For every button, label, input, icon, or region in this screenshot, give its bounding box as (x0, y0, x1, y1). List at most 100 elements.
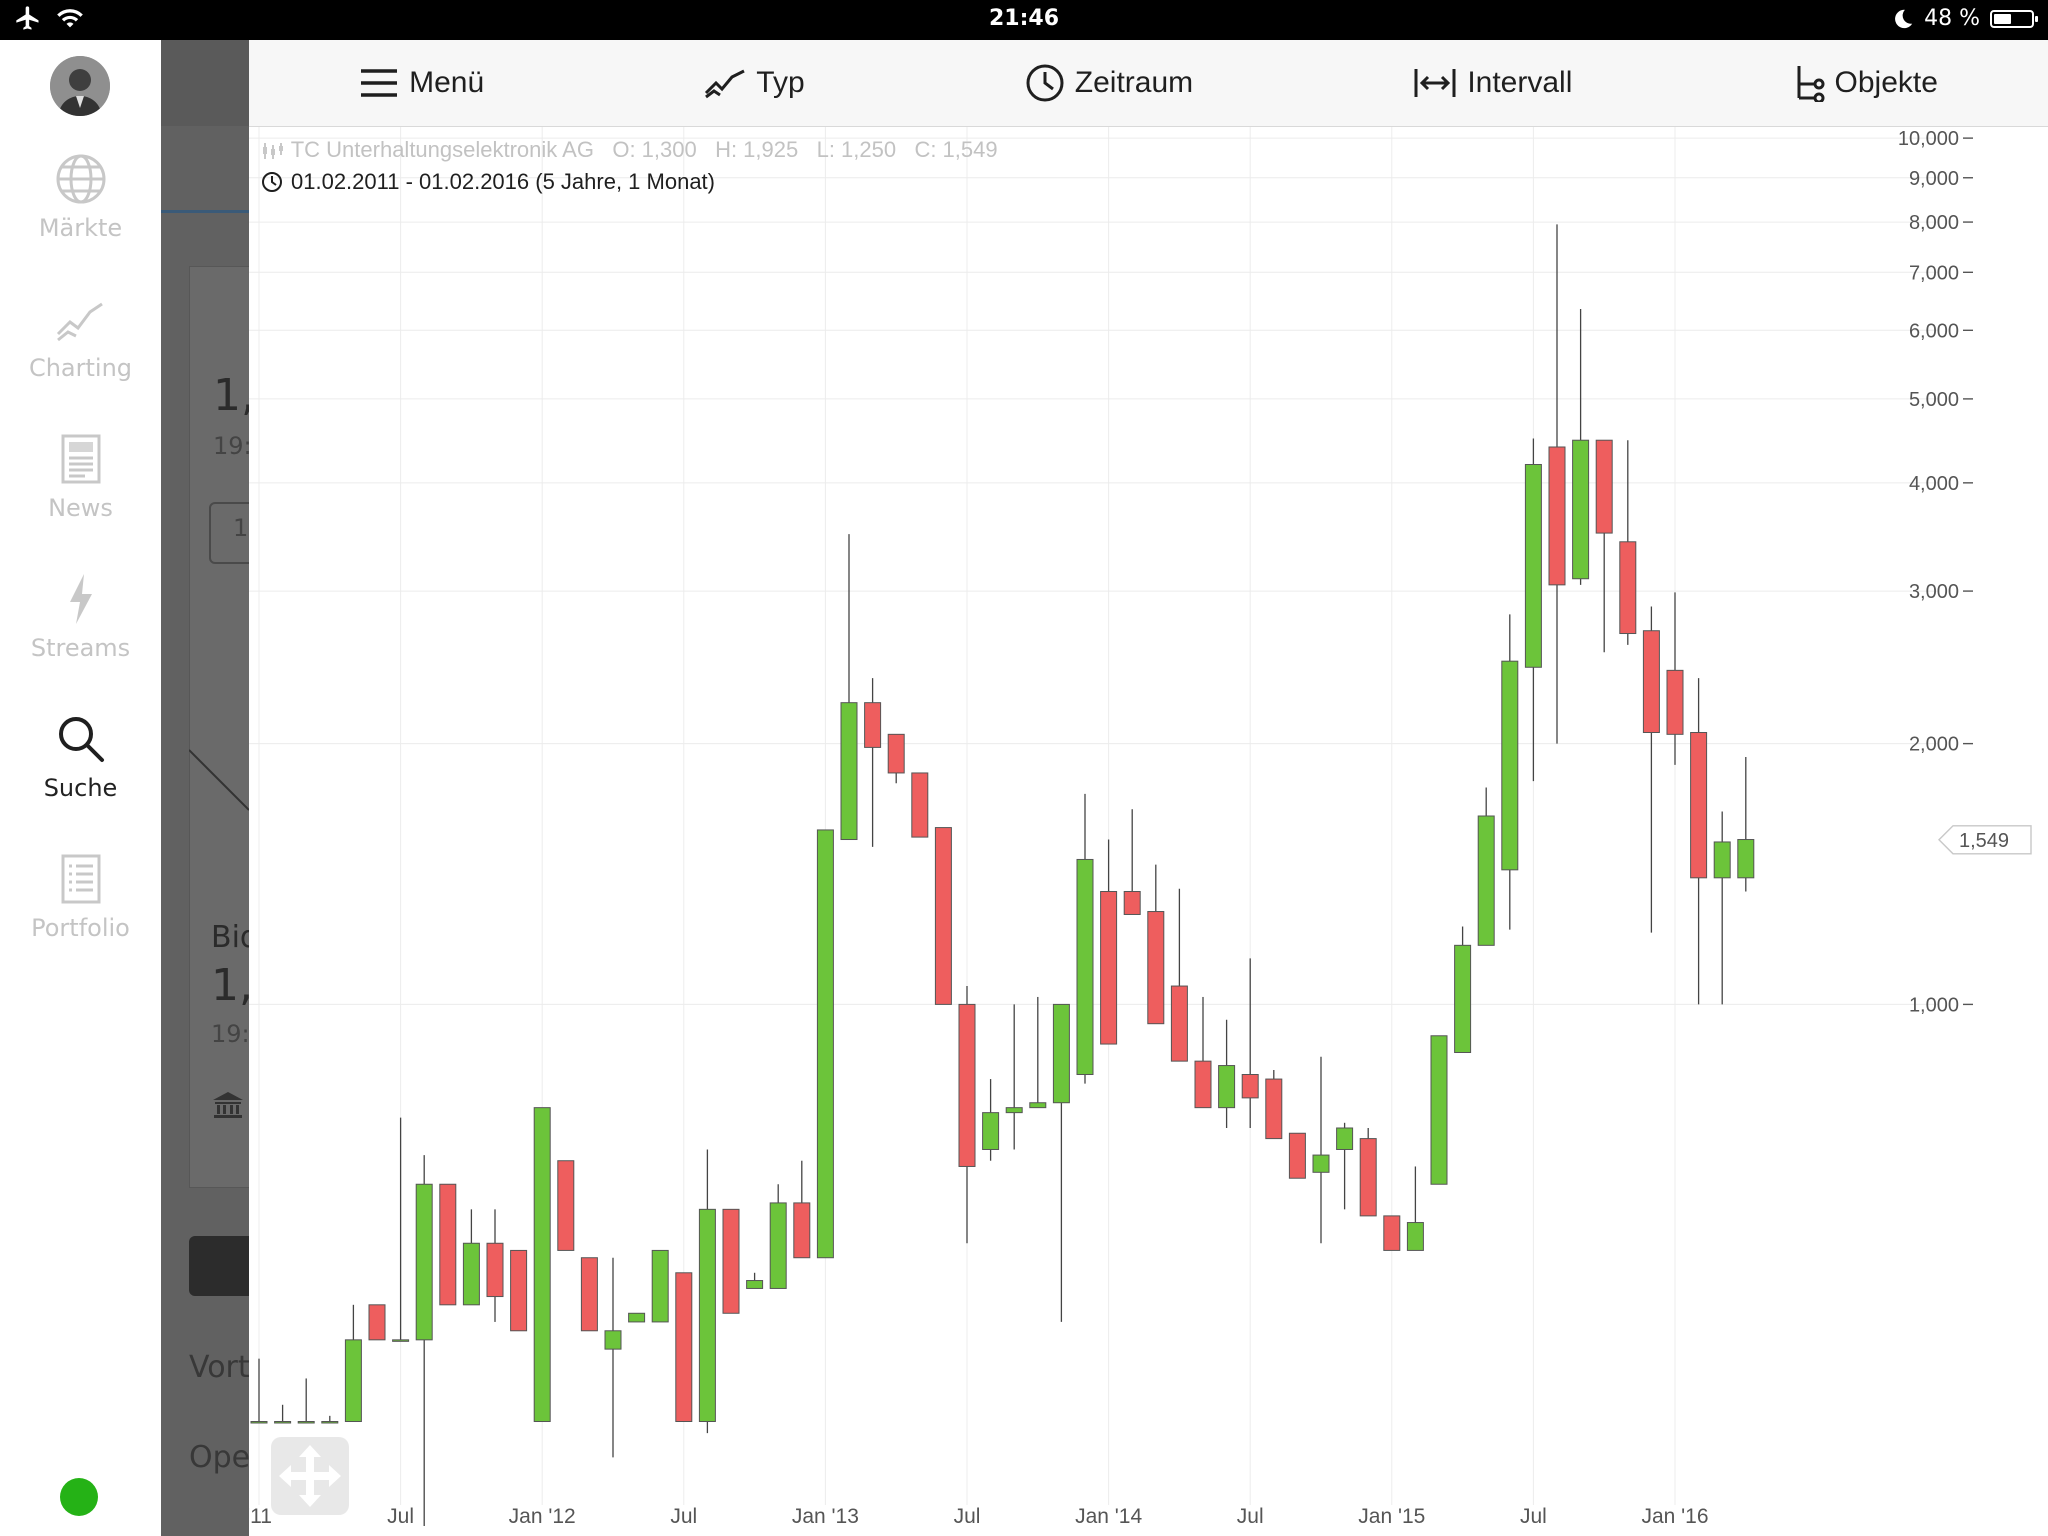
nav-label: Märkte (38, 214, 123, 242)
bg-bid-label: Bid (211, 920, 249, 955)
candle-body (746, 1280, 764, 1289)
candle-body (533, 1107, 551, 1423)
candle-body (1383, 1215, 1401, 1251)
bg-input-box (209, 502, 249, 564)
avatar[interactable] (50, 56, 110, 116)
clock-icon (1026, 64, 1064, 102)
interval-button[interactable]: Intervall (1413, 66, 1572, 100)
period-button[interactable]: Zeitraum (1025, 63, 1193, 103)
candle-body (675, 1272, 693, 1423)
candle-body (1241, 1074, 1259, 1099)
type-button[interactable]: Typ (704, 66, 805, 100)
candle-body (1572, 439, 1590, 580)
nav-item-streams[interactable]: Streams (0, 572, 161, 662)
candle-body (368, 1304, 386, 1341)
nav-item-suche[interactable]: Suche (0, 712, 161, 802)
candle-body (510, 1249, 528, 1332)
nav-label: Streams (30, 634, 131, 662)
y-tick-label: 8,000 (1909, 212, 1959, 234)
connection-status-dot (60, 1478, 98, 1516)
x-tick-label: Jan '12 (509, 1505, 576, 1528)
background-detail-panel: 1, 19: 1 Bid 1,3 19: Vorta Oper (161, 40, 249, 1536)
candle-body (698, 1208, 716, 1423)
side-navigation: Märkte Charting News Streams Suche Portf… (0, 40, 162, 1536)
x-tick-label: Jul (1520, 1505, 1547, 1528)
y-tick-label: 2,000 (1909, 734, 1959, 756)
bg-header-strip (161, 40, 249, 126)
y-tick-label: 6,000 (1909, 320, 1959, 342)
nav-item-charting[interactable]: Charting (0, 292, 161, 382)
y-tick-label: 1,000 (1909, 994, 1959, 1016)
candle-body (793, 1202, 811, 1259)
candlestick-chart[interactable]: 1,000 2,000 3,000 4,000 5,000 6,000 7,000 8,000… (249, 127, 2048, 1536)
candle-body (1123, 890, 1141, 915)
chart-area[interactable]: 1,000 2,000 3,000 4,000 5,000 6,000 7,000 8,000… (249, 127, 2048, 1536)
open-value: O: 1,300 (612, 137, 697, 162)
bg-quote-card (189, 266, 249, 1188)
candle-layer (250, 224, 1755, 1526)
nav-item-maerkte[interactable]: Märkte (0, 152, 161, 242)
candle-body (1359, 1138, 1377, 1217)
newspaper-icon (61, 434, 100, 484)
candle-body (439, 1183, 457, 1306)
candle-body (462, 1242, 480, 1306)
close-value: C: 1,549 (914, 137, 998, 162)
candle-body (911, 772, 929, 838)
candle-body (628, 1312, 646, 1323)
x-tick-label: Jan '15 (1358, 1505, 1425, 1528)
x-tick-label: Jul (954, 1505, 981, 1528)
candle-body (1477, 815, 1495, 946)
candle-body (1548, 446, 1566, 586)
interval-arrows-icon (1414, 69, 1456, 97)
candle-body (1666, 669, 1684, 735)
line-chart-icon (56, 302, 103, 342)
candle-body (1336, 1127, 1354, 1150)
candle-body (1524, 463, 1542, 668)
x-tick-label: '11 (249, 1505, 272, 1528)
candle-body (344, 1339, 362, 1423)
x-axis: '11 Jul Jan '12 Jul Jan '13 Jul Jan '14 Jul Jan … (249, 1505, 1709, 1528)
battery-percent: 48 % (1924, 6, 1980, 31)
candle-body (1170, 985, 1188, 1062)
candle-body (1076, 858, 1094, 1076)
candle-body (864, 702, 882, 748)
bg-dark-button (189, 1236, 249, 1296)
candle-body (557, 1160, 575, 1251)
candle-body (1501, 660, 1519, 871)
pan-move-button[interactable] (271, 1437, 349, 1515)
candle-body (769, 1202, 787, 1289)
date-range-text: 01.02.2011 - 01.02.2016 (5 Jahre, 1 Mona… (291, 169, 715, 194)
objects-label: Objekte (1834, 66, 1938, 99)
user-avatar-icon (50, 56, 110, 116)
bg-time-fragment: 19: (213, 432, 249, 460)
low-value: L: 1,250 (816, 137, 897, 162)
menu-label: Menü (409, 66, 485, 99)
nav-item-portfolio[interactable]: Portfolio (0, 852, 161, 942)
battery-icon (1990, 9, 2038, 28)
x-tick-label: Jul (387, 1505, 414, 1528)
y-tick-label: 9,000 (1909, 168, 1959, 190)
objects-button[interactable]: Objekte (1793, 64, 1938, 102)
candle-body (1147, 911, 1165, 1025)
nav-item-news[interactable]: News (0, 432, 161, 522)
candle-body (722, 1208, 740, 1314)
globe-icon (56, 154, 105, 204)
candle-body (651, 1249, 669, 1323)
menu-button[interactable]: Menü (359, 66, 484, 100)
candle-body (1737, 839, 1755, 879)
candle-body (1406, 1222, 1424, 1251)
candle-body (1430, 1035, 1448, 1185)
candle-body (250, 1421, 268, 1424)
candle-body (321, 1421, 339, 1424)
y-axis: 1,000 2,000 3,000 4,000 5,000 6,000 7,000 8,000… (1898, 128, 2032, 1016)
candle-body (297, 1421, 315, 1424)
candle-body (1690, 732, 1708, 879)
type-label: Typ (756, 66, 805, 99)
last-price-marker (1938, 825, 2032, 855)
candle-body (1619, 541, 1637, 635)
nav-label: Charting (28, 354, 133, 382)
x-tick-label: Jul (670, 1505, 697, 1528)
candle-body (1218, 1065, 1236, 1109)
period-label: Zeitraum (1074, 66, 1194, 99)
bank-icon (213, 1092, 243, 1118)
